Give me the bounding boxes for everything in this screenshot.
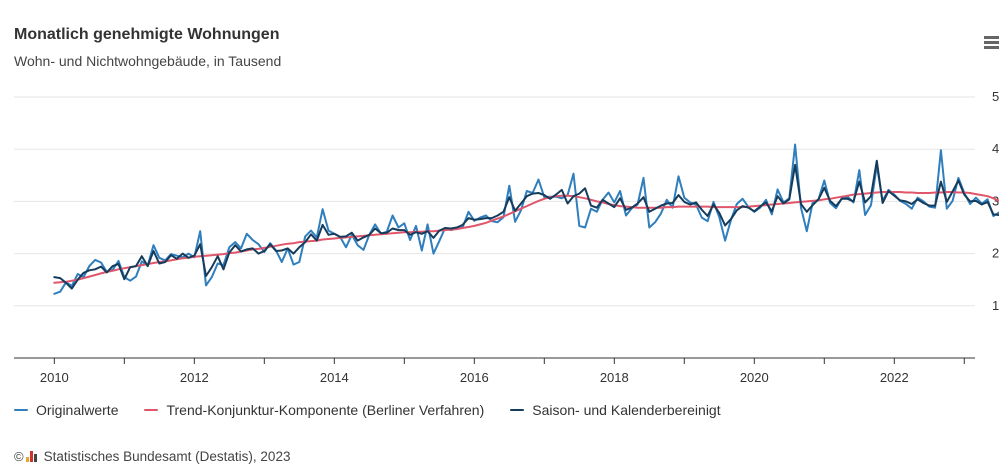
x-tick-label: 2020	[740, 370, 769, 385]
x-tick-label: 2010	[40, 370, 69, 385]
y-tick-label: 5	[992, 89, 999, 104]
legend-item-trend[interactable]: Trend-Konjunktur-Komponente (Berliner Ve…	[144, 402, 484, 418]
chart-legend: Originalwerte Trend-Konjunktur-Komponent…	[14, 402, 747, 418]
y-tick-label: 1	[992, 298, 999, 313]
line-chart: 2010 2012 2014 2016 2018 2020 2022 1 2 3 4 5	[14, 89, 999, 385]
legend-swatch-seasonal	[510, 409, 525, 411]
legend-item-original[interactable]: Originalwerte	[14, 402, 118, 418]
series-line-seasonal[interactable]	[53, 159, 999, 290]
legend-item-seasonal[interactable]: Saison- und Kalenderbereinigt	[510, 402, 721, 418]
hamburger-menu-icon[interactable]	[984, 36, 999, 50]
chart-subtitle: Wohn- und Nichtwohngebäude, in Tausend	[14, 53, 282, 69]
x-tick-label: 2014	[320, 370, 349, 385]
legend-label-trend: Trend-Konjunktur-Komponente (Berliner Ve…	[166, 402, 485, 418]
chart-title: Monatlich genehmigte Wohnungen	[14, 26, 280, 43]
y-tick-label: 4	[992, 141, 999, 156]
legend-swatch-trend	[144, 409, 159, 411]
copyright-symbol: ©	[14, 449, 24, 464]
destatis-bars-icon	[25, 451, 38, 462]
x-tick-label: 2018	[600, 370, 629, 385]
x-tick-label: 2012	[180, 370, 209, 385]
legend-label-original: Originalwerte	[36, 402, 119, 418]
series-line-trend[interactable]	[53, 191, 999, 284]
y-tick-label: 3	[992, 193, 999, 208]
series-line-original[interactable]	[53, 143, 999, 295]
credits-text: Statistisches Bundesamt (Destatis), 2023	[43, 449, 291, 464]
legend-swatch-original	[14, 409, 28, 411]
y-tick-label: 2	[992, 246, 999, 261]
x-tick-label: 2016	[460, 370, 489, 385]
x-tick-label: 2022	[880, 370, 909, 385]
legend-label-seasonal: Saison- und Kalenderbereinigt	[532, 402, 721, 418]
chart-credits[interactable]: © Statistisches Bundesamt (Destatis), 20…	[14, 449, 290, 464]
